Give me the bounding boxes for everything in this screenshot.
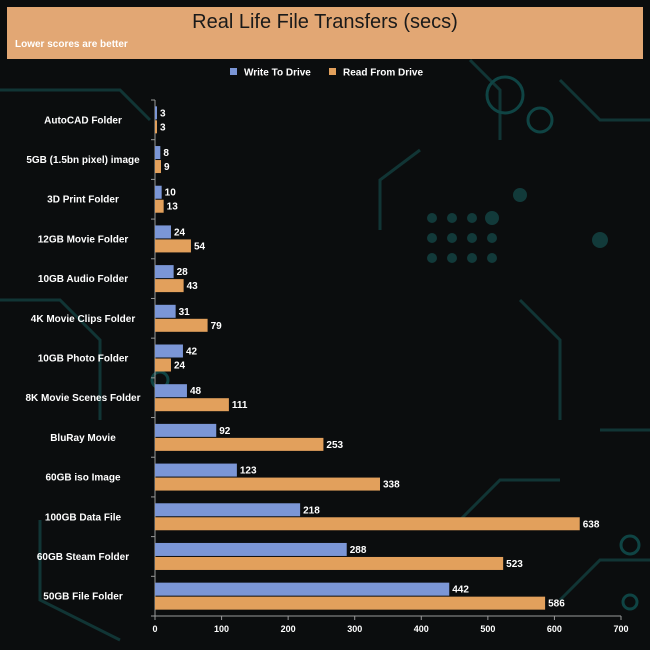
bar-read [155, 398, 229, 412]
data-label-write: 3 [160, 108, 166, 119]
x-tick-label: 100 [214, 624, 229, 634]
data-label-write: 218 [303, 505, 320, 516]
category-label: 60GB iso Image [45, 473, 120, 484]
data-label-read: 54 [194, 241, 206, 252]
data-label-write: 31 [179, 307, 191, 318]
category-label: 4K Movie Clips Folder [31, 314, 136, 325]
bar-write [155, 423, 217, 437]
bar-read [155, 358, 171, 372]
bar-read [155, 239, 191, 253]
bar-read [155, 120, 157, 134]
bar-write [155, 384, 187, 398]
bar-read [155, 279, 184, 293]
x-tick-label: 700 [613, 624, 628, 634]
legend-label-1: Read From Drive [343, 68, 423, 79]
bar-read [155, 437, 324, 451]
bar-read [155, 517, 580, 531]
bar-read [155, 199, 164, 213]
data-label-write: 288 [350, 545, 367, 556]
data-label-write: 28 [177, 267, 189, 278]
bar-write [155, 185, 162, 199]
x-tick-label: 300 [347, 624, 362, 634]
data-label-read: 523 [506, 559, 523, 570]
data-label-read: 24 [174, 361, 186, 372]
x-tick-label: 400 [414, 624, 429, 634]
category-label: 12GB Movie Folder [38, 234, 129, 245]
data-label-read: 111 [232, 400, 248, 411]
bar-write [155, 463, 237, 477]
legend-swatch-0 [230, 68, 237, 75]
x-tick-label: 600 [547, 624, 562, 634]
data-label-write: 8 [163, 148, 169, 159]
chart-title: Real Life File Transfers (secs) [192, 11, 458, 33]
x-tick-label: 200 [281, 624, 296, 634]
data-label-read: 79 [211, 321, 223, 332]
data-label-write: 48 [190, 386, 202, 397]
bar-write [155, 146, 161, 160]
data-label-read: 638 [583, 519, 600, 530]
data-label-read: 338 [383, 480, 400, 491]
bar-write [155, 225, 171, 239]
data-label-write: 10 [165, 188, 177, 199]
bar-write [155, 344, 183, 358]
data-label-write: 24 [174, 227, 186, 238]
data-label-write: 123 [240, 466, 257, 477]
data-label-write: 442 [452, 585, 469, 596]
bar-write [155, 265, 174, 279]
data-label-read: 43 [187, 281, 199, 292]
data-label-read: 253 [326, 440, 343, 451]
chart-header: Real Life File Transfers (secs) Lower sc… [7, 7, 643, 59]
category-label: 5GB (1.5bn pixel) image [26, 155, 140, 166]
chart-subtitle: Lower scores are better [15, 39, 128, 50]
category-label: 8K Movie Scenes Folder [25, 393, 140, 404]
bar-write [155, 542, 347, 556]
bar-write [155, 503, 301, 517]
category-label: 10GB Audio Folder [38, 274, 128, 285]
bar-read [155, 477, 381, 491]
data-label-write: 92 [219, 426, 231, 437]
bar-write [155, 304, 176, 318]
legend-label-0: Write To Drive [244, 68, 311, 79]
data-label-read: 586 [548, 599, 565, 610]
category-label: AutoCAD Folder [44, 115, 122, 126]
category-label: 100GB Data File [45, 512, 122, 523]
category-label: 60GB Steam Folder [37, 552, 129, 563]
data-label-read: 9 [164, 162, 170, 173]
bar-read [155, 160, 161, 174]
data-label-read: 3 [160, 122, 166, 133]
bar-write [155, 582, 450, 596]
category-label: BluRay Movie [50, 433, 116, 444]
data-label-read: 13 [167, 202, 179, 213]
legend-swatch-1 [329, 68, 336, 75]
x-tick-label: 0 [152, 624, 157, 634]
category-label: 3D Print Folder [47, 195, 119, 206]
x-tick-label: 500 [480, 624, 495, 634]
data-label-write: 42 [186, 347, 198, 358]
bar-read [155, 556, 504, 570]
bar-read [155, 318, 208, 332]
category-label: 10GB Photo Folder [38, 354, 129, 365]
bar-read [155, 596, 546, 610]
bar-write [155, 106, 157, 120]
category-label: 50GB File Folder [43, 592, 123, 603]
